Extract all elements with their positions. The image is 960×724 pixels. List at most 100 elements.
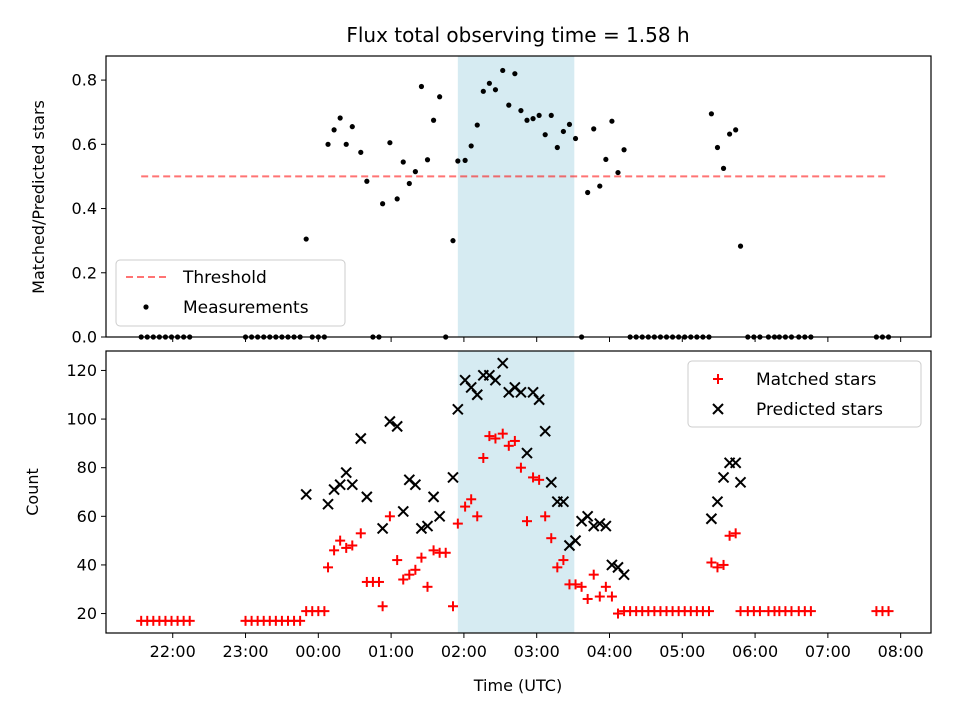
matched-star-point [460,501,471,512]
measurement-point [468,143,474,149]
measurement-point [343,141,349,147]
measurement-point [536,112,542,119]
predicted-star-point [581,510,594,523]
bottom-plot-area: 20 40 60 80 100 120 22:00 23:00 00:00 01:00 02:00 0… [66,350,932,661]
measurement-point [548,112,554,119]
predicted-star-point [384,415,396,428]
x-stroke [521,447,533,459]
measurement-point [500,67,506,74]
x-stroke [415,522,428,535]
x-stroke [557,496,570,508]
predicted-star-point [433,510,446,523]
matched-star-point [428,545,439,556]
matched-star-point [319,606,330,617]
measurement-point [720,165,727,171]
matched-star-point [606,591,617,602]
legend-threshold-label: Threshold [182,268,267,288]
x-stroke [729,457,742,469]
matched-star-point [452,518,463,529]
x-stroke [391,420,403,433]
matched-star-point [484,431,495,442]
matched-star-point [347,540,358,551]
matched-star-point [713,374,723,384]
predicted-star-point [355,432,367,445]
x-tick-label: 01:00 [368,642,414,661]
x-stroke [527,386,539,399]
predicted-star-point [447,471,459,484]
x-stroke [612,561,624,574]
matched-star-point [404,569,415,580]
matched-star-point [392,555,403,566]
measurement-point [554,144,560,151]
x-stroke [734,476,747,488]
measurement-point [337,115,343,121]
predicted-star-point [361,491,373,503]
x-tick-label: 03:00 [514,642,560,661]
x-stroke [471,389,483,401]
predicted-star-point [557,496,570,508]
top-axes-frame [105,55,932,338]
x-stroke [539,425,551,437]
measurement-point [530,116,536,122]
matched-star-point [552,562,563,573]
x-stroke [409,478,422,491]
measurement-point [572,135,579,142]
measurement-point [597,183,603,189]
matched-star-point [422,581,433,592]
measurement-point [492,87,499,93]
measurement-point [450,238,456,244]
x-stroke [717,471,730,484]
predicted-star-point [415,522,428,535]
bottom-legend: Matched stars Predicted stars [687,360,922,428]
matched-star-point [582,593,593,604]
top-plot-area: 0.0 0.2 0.4 0.6 0.8 Threshold Measurements [72,55,932,347]
predicted-star-point [711,496,724,508]
predicted-star-point [376,522,389,535]
x-stroke [600,520,612,532]
x-stroke [459,374,471,386]
matched-star-point [341,542,352,553]
x-stroke [322,498,334,510]
bottom-y-tick-label: 60 [77,507,97,526]
matched-star-point [612,608,623,619]
measurement-point [566,121,573,128]
measurement-point [406,180,412,187]
x-stroke [427,491,440,503]
x-stroke [334,478,346,491]
measurement-point [542,132,548,138]
predicted-star-point [421,520,434,532]
measurement-point [708,111,715,117]
matched-star-point [528,472,539,483]
x-tick-label: 07:00 [805,642,851,661]
matched-star-point [754,606,765,617]
x-stroke [403,474,416,486]
predicted-star-point [533,393,545,406]
predicted-star-point [427,491,440,503]
matched-star-point [398,574,409,585]
top-y-tick-label: 0.6 [72,135,97,154]
matched-star-point [558,555,569,566]
matched-star-point [377,601,388,612]
measurement-point [474,122,480,128]
matched-star-point [503,440,514,451]
matched-star-point [335,535,346,546]
measurement-point [394,196,400,202]
measurement-point [412,169,418,175]
matched-star-point [570,579,581,590]
x-stroke [447,471,459,484]
matched-star-point [724,530,735,541]
matched-star-point [703,606,714,617]
predicted-star-point [729,457,742,469]
predicted-star-point [497,357,509,369]
measurement-point [603,156,609,163]
matched-star-point [478,452,489,463]
top-y-tick-label: 0.8 [72,71,97,90]
matched-star-point [323,562,334,573]
x-stroke [452,403,464,416]
x-stroke [588,520,600,532]
x-tick-label: 23:00 [222,642,268,661]
top-shaded-region [457,56,575,337]
predicted-star-point [569,534,582,547]
predicted-star-point [391,420,403,433]
